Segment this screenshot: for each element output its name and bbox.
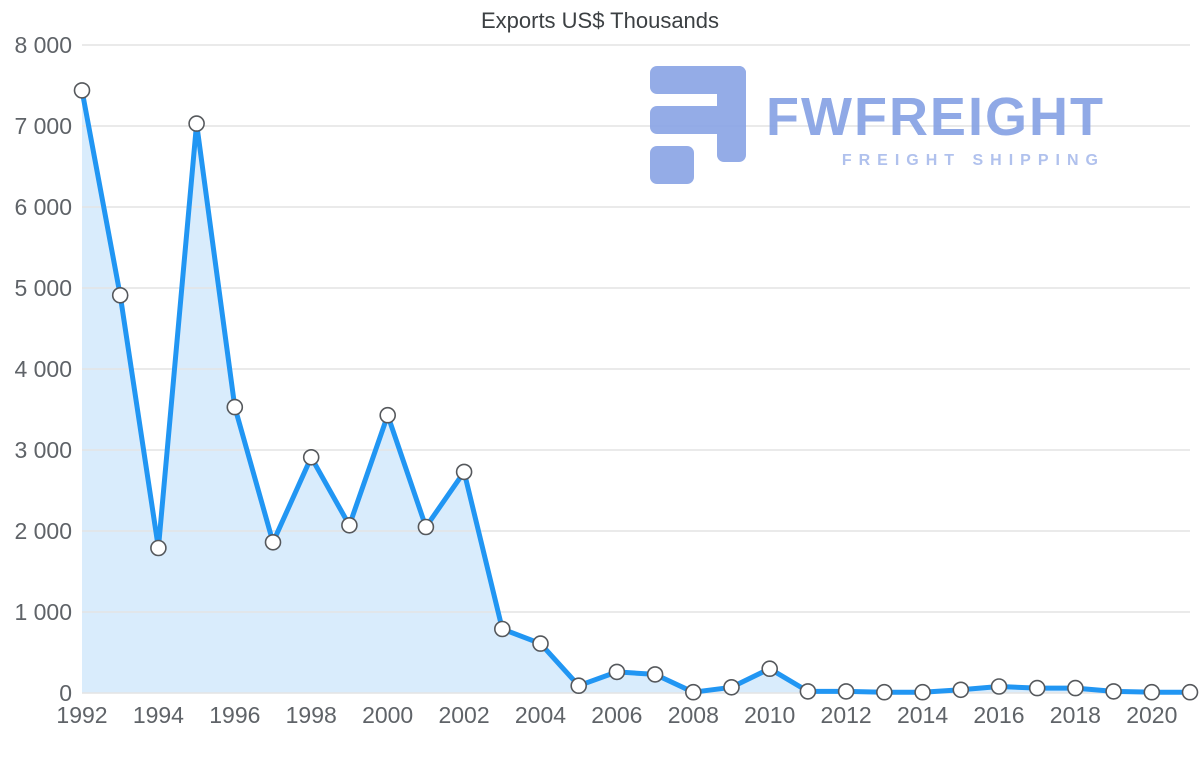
data-point-marker bbox=[417, 518, 435, 536]
data-point-marker bbox=[111, 286, 129, 304]
data-point-marker bbox=[646, 666, 664, 683]
data-point-marker bbox=[608, 663, 626, 681]
y-axis-label: 0 bbox=[59, 680, 72, 706]
y-axis-label: 4 000 bbox=[14, 356, 72, 382]
y-axis-label: 2 000 bbox=[14, 518, 72, 544]
x-axis-label: 1992 bbox=[56, 702, 107, 728]
data-point-marker bbox=[1105, 683, 1122, 700]
x-axis-label: 2000 bbox=[362, 702, 413, 728]
data-point-marker bbox=[952, 681, 970, 699]
data-point-marker bbox=[188, 115, 205, 132]
data-point-marker bbox=[799, 683, 817, 700]
data-point-marker bbox=[226, 398, 244, 416]
x-axis-label: 2006 bbox=[591, 702, 642, 728]
data-point-marker bbox=[341, 516, 358, 534]
x-axis-label: 2010 bbox=[744, 702, 795, 728]
x-axis-label: 2016 bbox=[973, 702, 1024, 728]
x-axis-label: 2008 bbox=[668, 702, 719, 728]
logo-wordmark: FWFREIGHT bbox=[766, 87, 1105, 147]
y-axis-label: 6 000 bbox=[14, 194, 72, 220]
data-point-marker bbox=[570, 677, 588, 695]
y-axis-label: 5 000 bbox=[14, 275, 72, 301]
data-point-marker bbox=[837, 683, 855, 700]
data-point-marker bbox=[493, 620, 511, 638]
data-point-marker bbox=[1143, 683, 1161, 701]
data-point-marker bbox=[73, 82, 91, 99]
data-point-marker bbox=[723, 678, 740, 696]
x-axis-label: 2014 bbox=[897, 702, 948, 728]
x-axis-label: 2004 bbox=[515, 702, 566, 728]
x-axis-label: 2018 bbox=[1050, 702, 1101, 728]
data-point-marker bbox=[990, 678, 1008, 695]
x-axis-label: 2012 bbox=[821, 702, 872, 728]
y-axis-label: 7 000 bbox=[14, 113, 72, 139]
x-axis-label: 2002 bbox=[438, 702, 489, 728]
x-axis-label: 1994 bbox=[133, 702, 184, 728]
data-point-marker bbox=[264, 533, 282, 551]
logo-text-block: FWFREIGHT FREIGHT SHIPPING bbox=[766, 66, 1105, 170]
data-point-marker bbox=[875, 683, 893, 701]
data-point-marker bbox=[302, 448, 320, 466]
fwfreight-logo: FWFREIGHT FREIGHT SHIPPING bbox=[650, 66, 1105, 189]
data-point-marker bbox=[1028, 679, 1046, 697]
data-point-marker bbox=[532, 635, 549, 652]
data-point-marker bbox=[455, 463, 473, 481]
data-point-marker bbox=[1181, 683, 1199, 701]
y-axis-label: 3 000 bbox=[14, 437, 72, 463]
data-point-marker bbox=[914, 683, 931, 701]
y-axis-label: 1 000 bbox=[14, 599, 72, 625]
x-axis-label: 2020 bbox=[1126, 702, 1177, 728]
data-point-marker bbox=[1067, 679, 1084, 697]
data-point-marker bbox=[684, 683, 702, 701]
data-point-marker bbox=[761, 660, 779, 678]
area-fill bbox=[82, 90, 1190, 693]
chart-title: Exports US$ Thousands bbox=[480, 8, 720, 33]
fwfreight-logo-icon bbox=[650, 66, 746, 189]
x-axis-label: 1998 bbox=[286, 702, 337, 728]
data-point-marker bbox=[150, 539, 167, 557]
data-point-marker bbox=[379, 406, 397, 424]
logo-tagline: FREIGHT SHIPPING bbox=[841, 152, 1105, 169]
y-axis-label: 8 000 bbox=[14, 32, 72, 58]
x-axis-label: 1996 bbox=[209, 702, 260, 728]
